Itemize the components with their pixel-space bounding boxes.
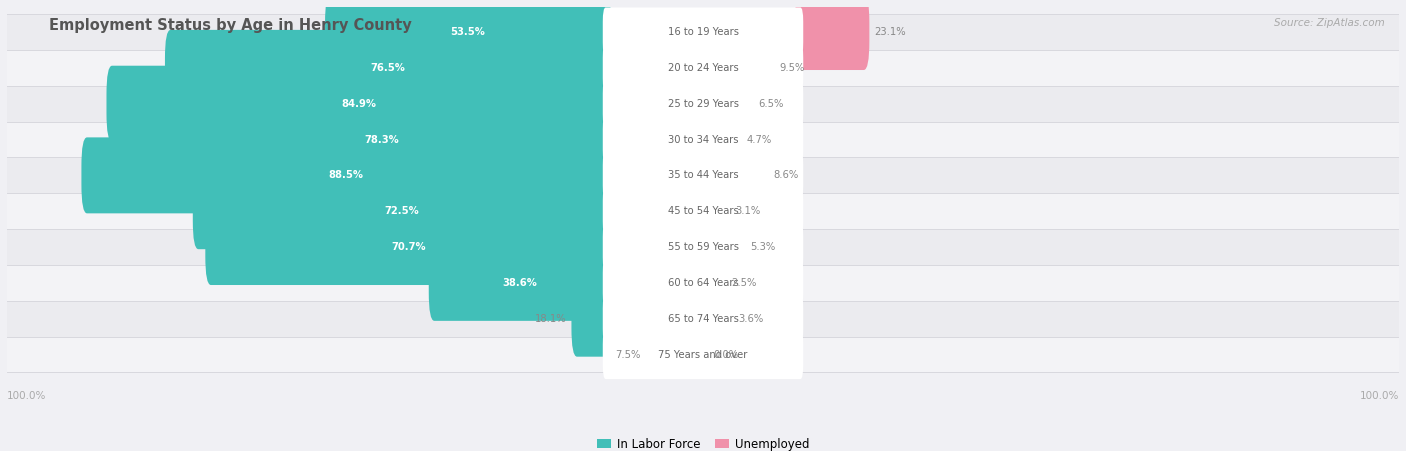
Text: 75 Years and over: 75 Years and over [658,350,748,359]
FancyBboxPatch shape [603,330,803,379]
FancyBboxPatch shape [794,0,869,70]
FancyBboxPatch shape [193,173,612,249]
Text: 55 to 59 Years: 55 to 59 Years [668,242,738,252]
FancyBboxPatch shape [205,209,612,285]
Bar [7,122,1399,157]
Text: 2.5%: 2.5% [731,278,756,288]
Text: 8.6%: 8.6% [773,170,799,180]
Bar [7,301,1399,336]
Text: 100.0%: 100.0% [1360,391,1399,401]
Text: Employment Status by Age in Henry County: Employment Status by Age in Henry County [49,18,412,33]
FancyBboxPatch shape [152,101,612,178]
FancyBboxPatch shape [165,30,612,106]
Text: 70.7%: 70.7% [391,242,426,252]
Bar [7,157,1399,193]
Text: 0.0%: 0.0% [713,350,738,359]
FancyBboxPatch shape [82,138,612,213]
Text: 25 to 29 Years: 25 to 29 Years [668,99,738,109]
Legend: In Labor Force, Unemployed: In Labor Force, Unemployed [598,437,808,451]
Bar [7,14,1399,50]
FancyBboxPatch shape [603,79,803,128]
Text: 4.7%: 4.7% [747,134,772,144]
FancyBboxPatch shape [603,222,803,272]
FancyBboxPatch shape [603,151,803,200]
Text: 30 to 34 Years: 30 to 34 Years [668,134,738,144]
FancyBboxPatch shape [603,8,803,56]
FancyBboxPatch shape [603,187,803,236]
FancyBboxPatch shape [603,115,803,164]
Text: 23.1%: 23.1% [875,27,905,37]
Text: 6.5%: 6.5% [759,99,785,109]
Text: 9.5%: 9.5% [779,63,806,73]
Text: 38.6%: 38.6% [502,278,537,288]
Text: 3.1%: 3.1% [735,206,761,216]
Text: 88.5%: 88.5% [329,170,364,180]
Text: 35 to 44 Years: 35 to 44 Years [668,170,738,180]
Text: 7.5%: 7.5% [614,350,640,359]
Text: 76.5%: 76.5% [371,63,405,73]
Text: 53.5%: 53.5% [451,27,485,37]
Text: 72.5%: 72.5% [385,206,419,216]
FancyBboxPatch shape [603,43,803,92]
Text: 20 to 24 Years: 20 to 24 Years [668,63,738,73]
FancyBboxPatch shape [571,281,612,357]
Text: 45 to 54 Years: 45 to 54 Years [668,206,738,216]
Text: 3.6%: 3.6% [738,314,763,324]
Bar [7,229,1399,265]
Text: Source: ZipAtlas.com: Source: ZipAtlas.com [1274,18,1385,28]
Text: 18.1%: 18.1% [534,314,567,324]
FancyBboxPatch shape [107,66,612,142]
Text: 65 to 74 Years: 65 to 74 Years [668,314,738,324]
Bar [7,336,1399,373]
Text: 16 to 19 Years: 16 to 19 Years [668,27,738,37]
FancyBboxPatch shape [603,294,803,343]
Text: 78.3%: 78.3% [364,134,399,144]
Bar [7,265,1399,301]
Bar [7,193,1399,229]
Text: 100.0%: 100.0% [7,391,46,401]
FancyBboxPatch shape [603,258,803,308]
Text: 84.9%: 84.9% [342,99,377,109]
FancyBboxPatch shape [325,0,612,70]
Text: 5.3%: 5.3% [751,242,776,252]
FancyBboxPatch shape [429,245,612,321]
Text: 60 to 64 Years: 60 to 64 Years [668,278,738,288]
Bar [7,86,1399,122]
Bar [7,50,1399,86]
